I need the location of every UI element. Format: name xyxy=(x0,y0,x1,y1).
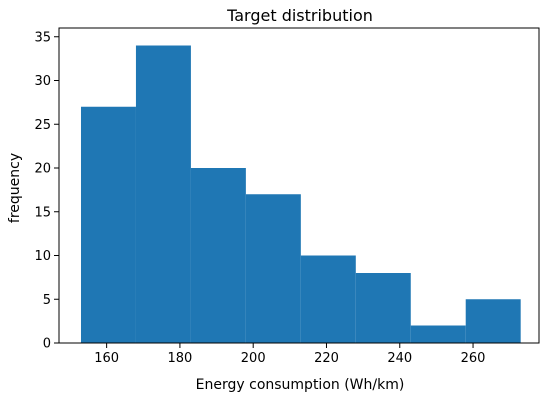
y-tick-label: 35 xyxy=(34,30,51,45)
y-tick-label: 10 xyxy=(34,249,51,264)
histogram-bar xyxy=(410,325,466,343)
x-axis-label: Energy consumption (Wh/km) xyxy=(196,377,405,393)
y-tick-label: 20 xyxy=(34,162,51,177)
y-tick-label: 30 xyxy=(34,74,51,89)
histogram-bar xyxy=(355,273,411,343)
histogram-bar xyxy=(80,106,136,343)
y-axis-label: frequency xyxy=(7,153,23,223)
chart-title: Target distribution xyxy=(226,6,373,25)
histogram-bar xyxy=(190,168,246,343)
bars-group xyxy=(80,45,521,343)
histogram-bar xyxy=(245,194,301,343)
x-tick-label: 220 xyxy=(314,351,339,366)
histogram-bar xyxy=(135,45,191,343)
y-tick-label: 25 xyxy=(34,118,51,133)
x-tick-label: 200 xyxy=(241,351,266,366)
x-axis-ticks: 160 180 200 220 240 260 xyxy=(94,343,485,366)
y-tick-label: 0 xyxy=(43,337,51,352)
x-tick-label: 260 xyxy=(461,351,486,366)
y-axis-ticks: 0 5 10 15 20 25 30 35 xyxy=(34,30,59,352)
x-tick-label: 180 xyxy=(168,351,193,366)
x-tick-label: 240 xyxy=(387,351,412,366)
histogram-bar xyxy=(465,299,521,343)
y-tick-label: 5 xyxy=(43,293,51,308)
y-tick-label: 15 xyxy=(34,205,51,220)
x-tick-label: 160 xyxy=(94,351,119,366)
histogram-bar xyxy=(300,255,356,343)
plot-area-frame xyxy=(58,27,540,344)
